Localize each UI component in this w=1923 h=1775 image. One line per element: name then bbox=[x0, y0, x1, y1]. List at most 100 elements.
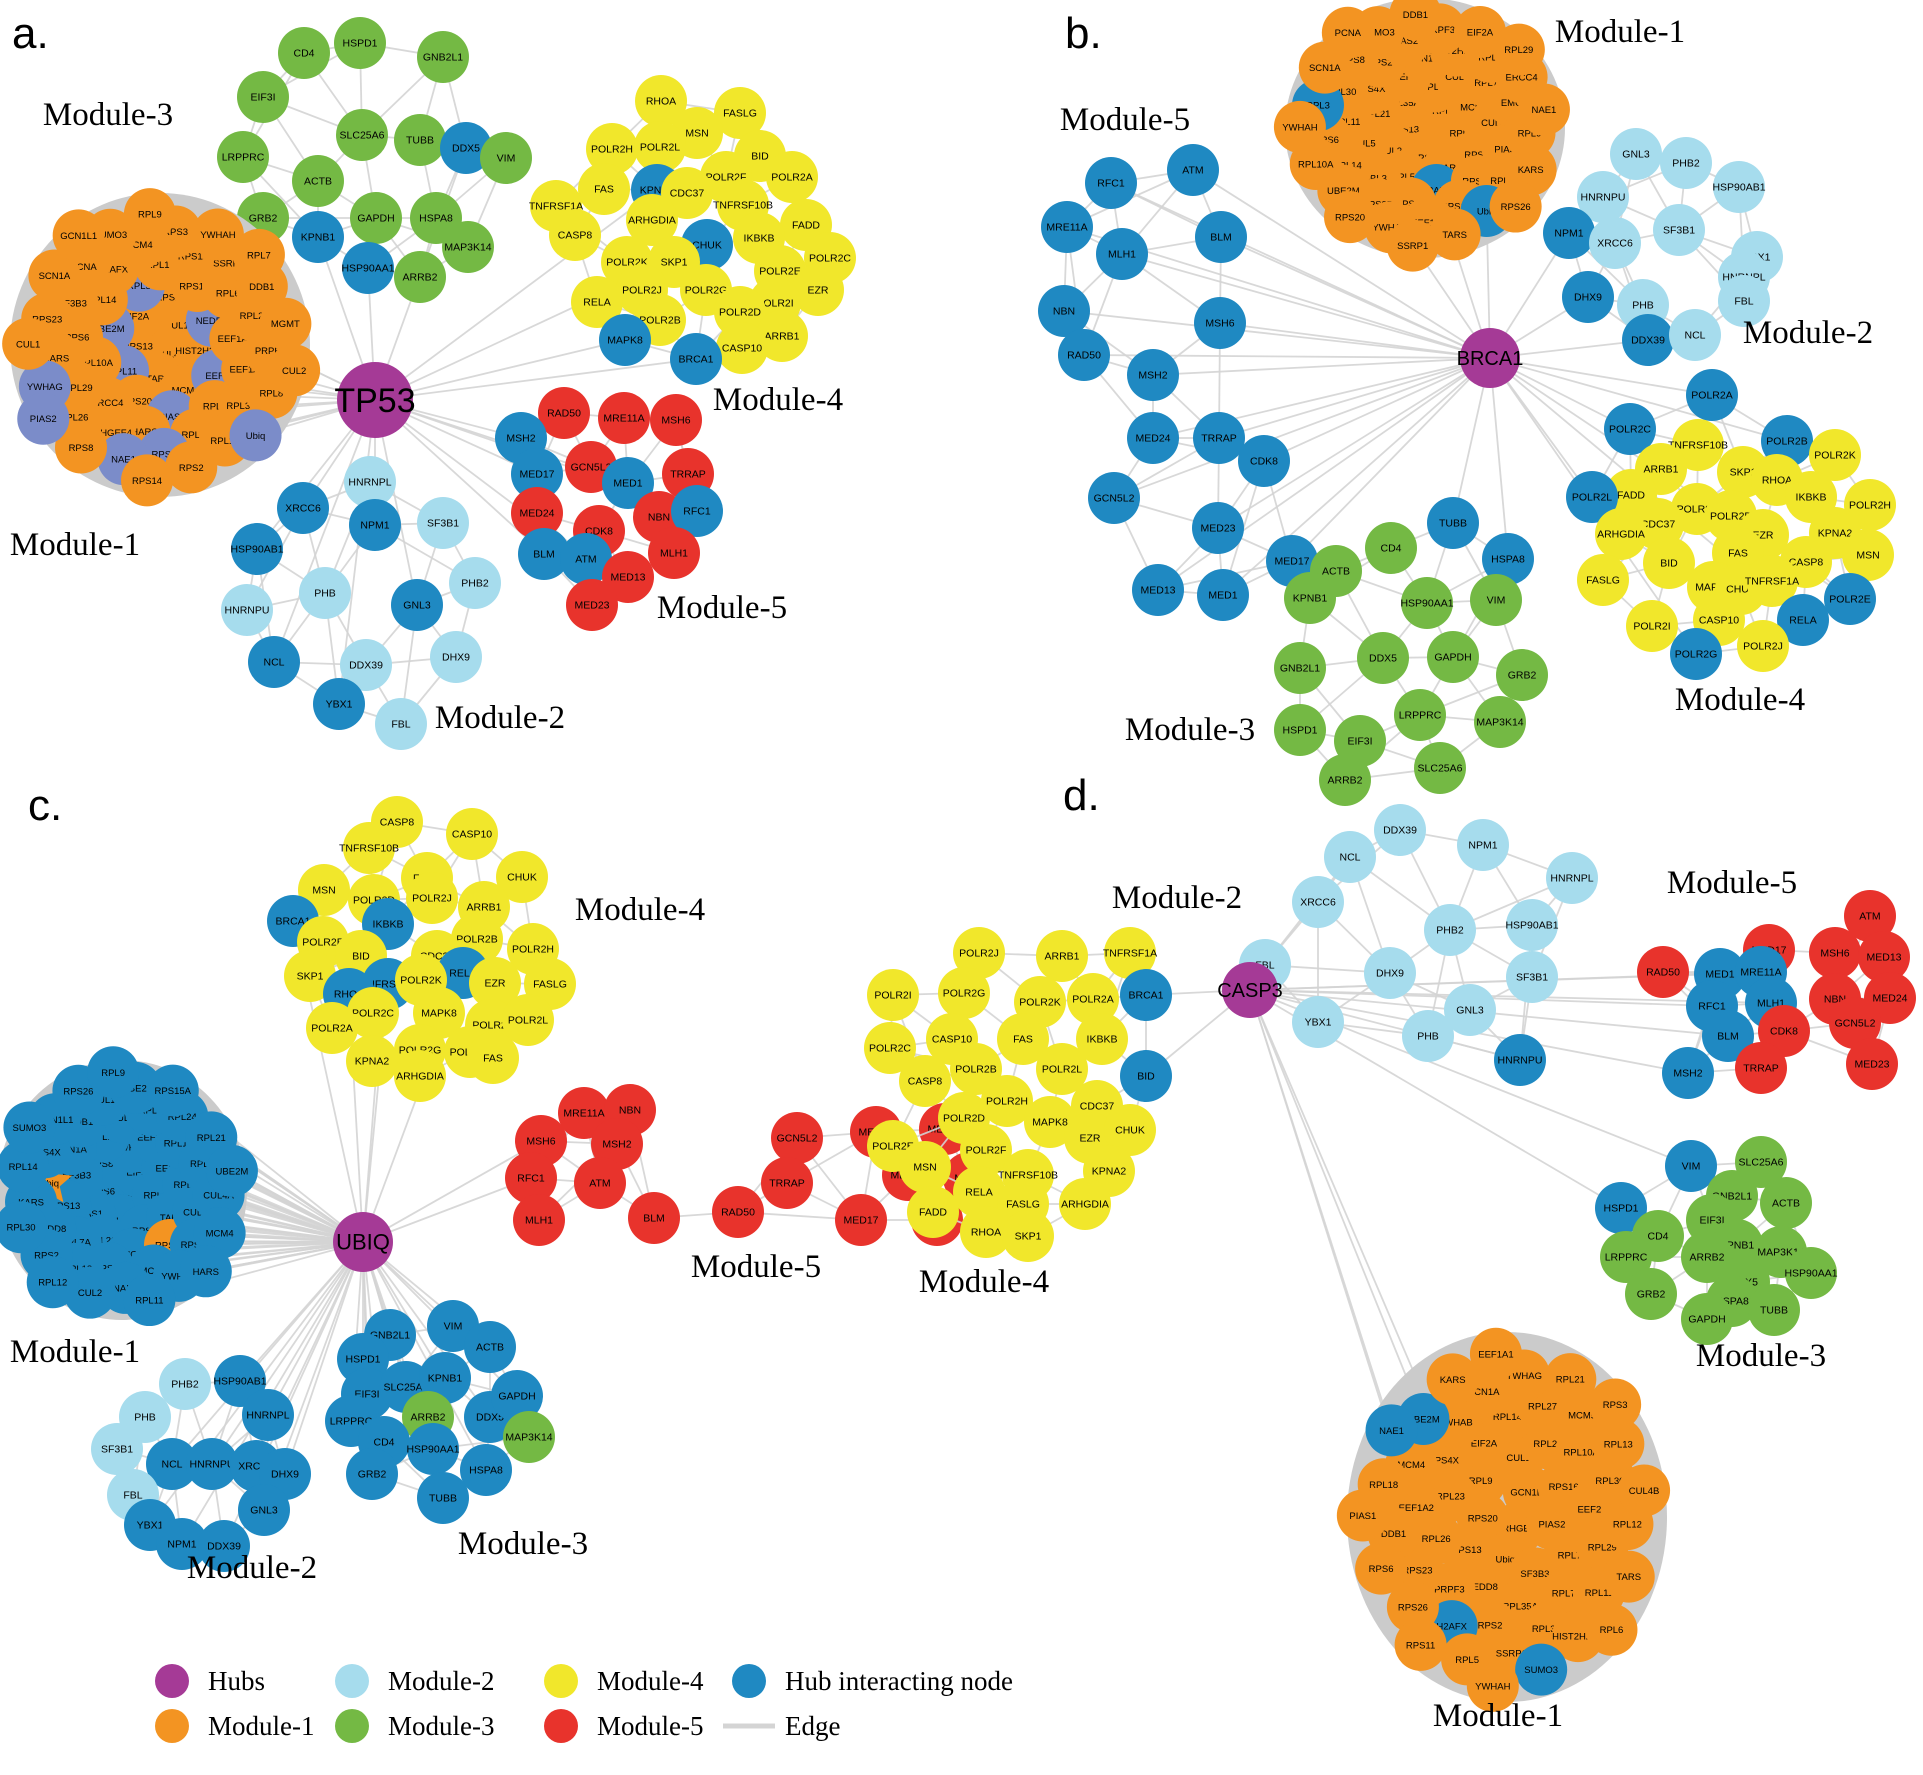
node-MED1: MED1 bbox=[602, 457, 654, 509]
node-label: FASLG bbox=[723, 108, 757, 120]
node-MED13: MED13 bbox=[1858, 931, 1910, 983]
node-circle bbox=[1192, 502, 1244, 554]
node-circle bbox=[1336, 1489, 1389, 1542]
node-POLR2J: POLR2J bbox=[953, 927, 1005, 979]
node-label: RPL11 bbox=[1332, 117, 1360, 128]
node-circle bbox=[953, 1166, 1005, 1218]
node-RPL13: RPL13 bbox=[1592, 1417, 1645, 1470]
node-EZR: EZR bbox=[792, 264, 844, 316]
node-circle bbox=[1424, 904, 1476, 956]
node-label: CD4 bbox=[293, 48, 314, 60]
node-VIM: VIM bbox=[480, 132, 532, 184]
node-POLR2K: POLR2K bbox=[1809, 429, 1861, 481]
node-POLR2B: POLR2B bbox=[1761, 415, 1813, 467]
hub-edge bbox=[1291, 357, 1491, 562]
node-label: RPS16 bbox=[156, 293, 186, 304]
node-DDX39: DDX39 bbox=[1374, 804, 1426, 856]
node-MAP3K14: MAP3K14 bbox=[503, 1411, 555, 1463]
node-circle bbox=[634, 121, 686, 173]
node-circle bbox=[571, 276, 623, 328]
node-EIF3I: EIF3I bbox=[237, 71, 289, 123]
node-ATM: ATM bbox=[1844, 890, 1896, 942]
node-label: MCM4 bbox=[206, 1229, 234, 1240]
node-label: POLR2L bbox=[640, 142, 680, 154]
node-label: EIF2A bbox=[1467, 27, 1494, 38]
node-RPL12: RPL12 bbox=[26, 1256, 79, 1309]
node-YWHAH: YWHAH bbox=[1273, 100, 1326, 153]
node-HNRNPL: HNRNPL bbox=[242, 1389, 294, 1441]
node-RFC1: RFC1 bbox=[1085, 157, 1137, 209]
module-label-a-module-4: Module-4 bbox=[713, 382, 843, 418]
node-MSH6: MSH6 bbox=[1194, 297, 1246, 349]
node-circle bbox=[1643, 537, 1695, 589]
node-SLC25A6: SLC25A6 bbox=[1414, 742, 1466, 794]
node-label: RPS20 bbox=[122, 396, 152, 407]
node-RELA: RELA bbox=[1777, 594, 1829, 646]
module-label-a-module-2: Module-2 bbox=[435, 700, 565, 736]
node-circle bbox=[1566, 471, 1618, 523]
node-ACTB: ACTB bbox=[464, 1321, 516, 1373]
node-label: RPL6 bbox=[1432, 106, 1456, 117]
node-label: BID bbox=[352, 951, 370, 963]
node-label: MAP3K14 bbox=[505, 1432, 552, 1444]
node-label: MSH2 bbox=[602, 1139, 631, 1151]
node-label: SF3B1 bbox=[427, 518, 459, 530]
node-BID: BID bbox=[1643, 537, 1695, 589]
node-circle bbox=[1120, 969, 1172, 1021]
node-circle bbox=[496, 851, 548, 903]
node-POLR2B: POLR2B bbox=[950, 1043, 1002, 1095]
node-HSPD1: HSPD1 bbox=[1274, 704, 1326, 756]
node-PHB2: PHB2 bbox=[449, 557, 501, 609]
node-label: SF3B3 bbox=[1520, 1569, 1549, 1580]
node-label: POLR2H bbox=[1849, 500, 1891, 512]
node-label: POLR2B bbox=[1766, 436, 1807, 448]
node-label: RPL9 bbox=[138, 210, 162, 221]
node-circle bbox=[661, 167, 713, 219]
legend-color-swatch bbox=[335, 1664, 369, 1698]
node-label: RPS6 bbox=[65, 333, 90, 344]
node-circle bbox=[1577, 554, 1629, 606]
node-label: SF3B3 bbox=[58, 298, 87, 309]
node-label: MED23 bbox=[574, 600, 609, 612]
node-label: POLR2I bbox=[472, 1020, 509, 1032]
hub-edge bbox=[273, 399, 376, 663]
node-circle bbox=[1195, 211, 1247, 263]
node-CD4: CD4 bbox=[1365, 522, 1417, 574]
node-label: EIF2A bbox=[1471, 1438, 1498, 1449]
node-circle bbox=[1394, 1618, 1447, 1671]
node-ATM: ATM bbox=[574, 1157, 626, 1209]
node-EIF2A: EIF2A bbox=[1453, 5, 1506, 58]
node-label: POLR2E bbox=[872, 1141, 913, 1153]
node-circle bbox=[1274, 704, 1326, 756]
legend-item-hubs: Hubs bbox=[155, 1664, 265, 1698]
node-label: EEF1A2 bbox=[137, 1132, 172, 1143]
node-TNFRSF1A: TNFRSF1A bbox=[1745, 555, 1799, 607]
node-circle bbox=[394, 251, 446, 303]
node-label: CUL5 bbox=[1351, 139, 1375, 150]
node-circle bbox=[586, 123, 638, 175]
panel-c: CASP8 CASP10 TNFRSF10B CHUK MSN FADD POLR2J ARR… bbox=[0, 781, 995, 1586]
panel-letter-c: c. bbox=[28, 781, 62, 830]
node-circle bbox=[1777, 594, 1829, 646]
node-circle bbox=[1585, 1603, 1638, 1656]
node-label: CHUK bbox=[1115, 1125, 1145, 1137]
hub-edge bbox=[1121, 253, 1491, 359]
node-POLR2L: POLR2L bbox=[1036, 1043, 1088, 1095]
node-MRE11A: MRE11A bbox=[1041, 201, 1093, 253]
node-label: RPL8 bbox=[259, 388, 283, 399]
node-PHB2: PHB2 bbox=[159, 1358, 211, 1410]
node-CUL4B: CUL4B bbox=[1618, 1464, 1671, 1517]
node-label: SKP1 bbox=[661, 257, 688, 269]
node-label: ARRB1 bbox=[1643, 464, 1678, 476]
node-label: ARHGDIA bbox=[396, 1071, 444, 1083]
node-circle bbox=[417, 497, 469, 549]
node-label: GRB2 bbox=[249, 213, 278, 225]
node-label: CASP8 bbox=[380, 817, 415, 829]
node-label: CASP8 bbox=[1789, 557, 1824, 569]
node-label: TNFRSF10B bbox=[1668, 440, 1728, 452]
hub-edge bbox=[362, 1140, 542, 1243]
node-label: DDX39 bbox=[349, 660, 383, 672]
node-label: DDB1 bbox=[1403, 10, 1428, 21]
panel-b: ATM RFC1 MRE11A MLH1 BLM NBN MSH6 RAD50 MSH2 MED2… bbox=[1038, 0, 1896, 806]
node-circle bbox=[598, 392, 650, 444]
